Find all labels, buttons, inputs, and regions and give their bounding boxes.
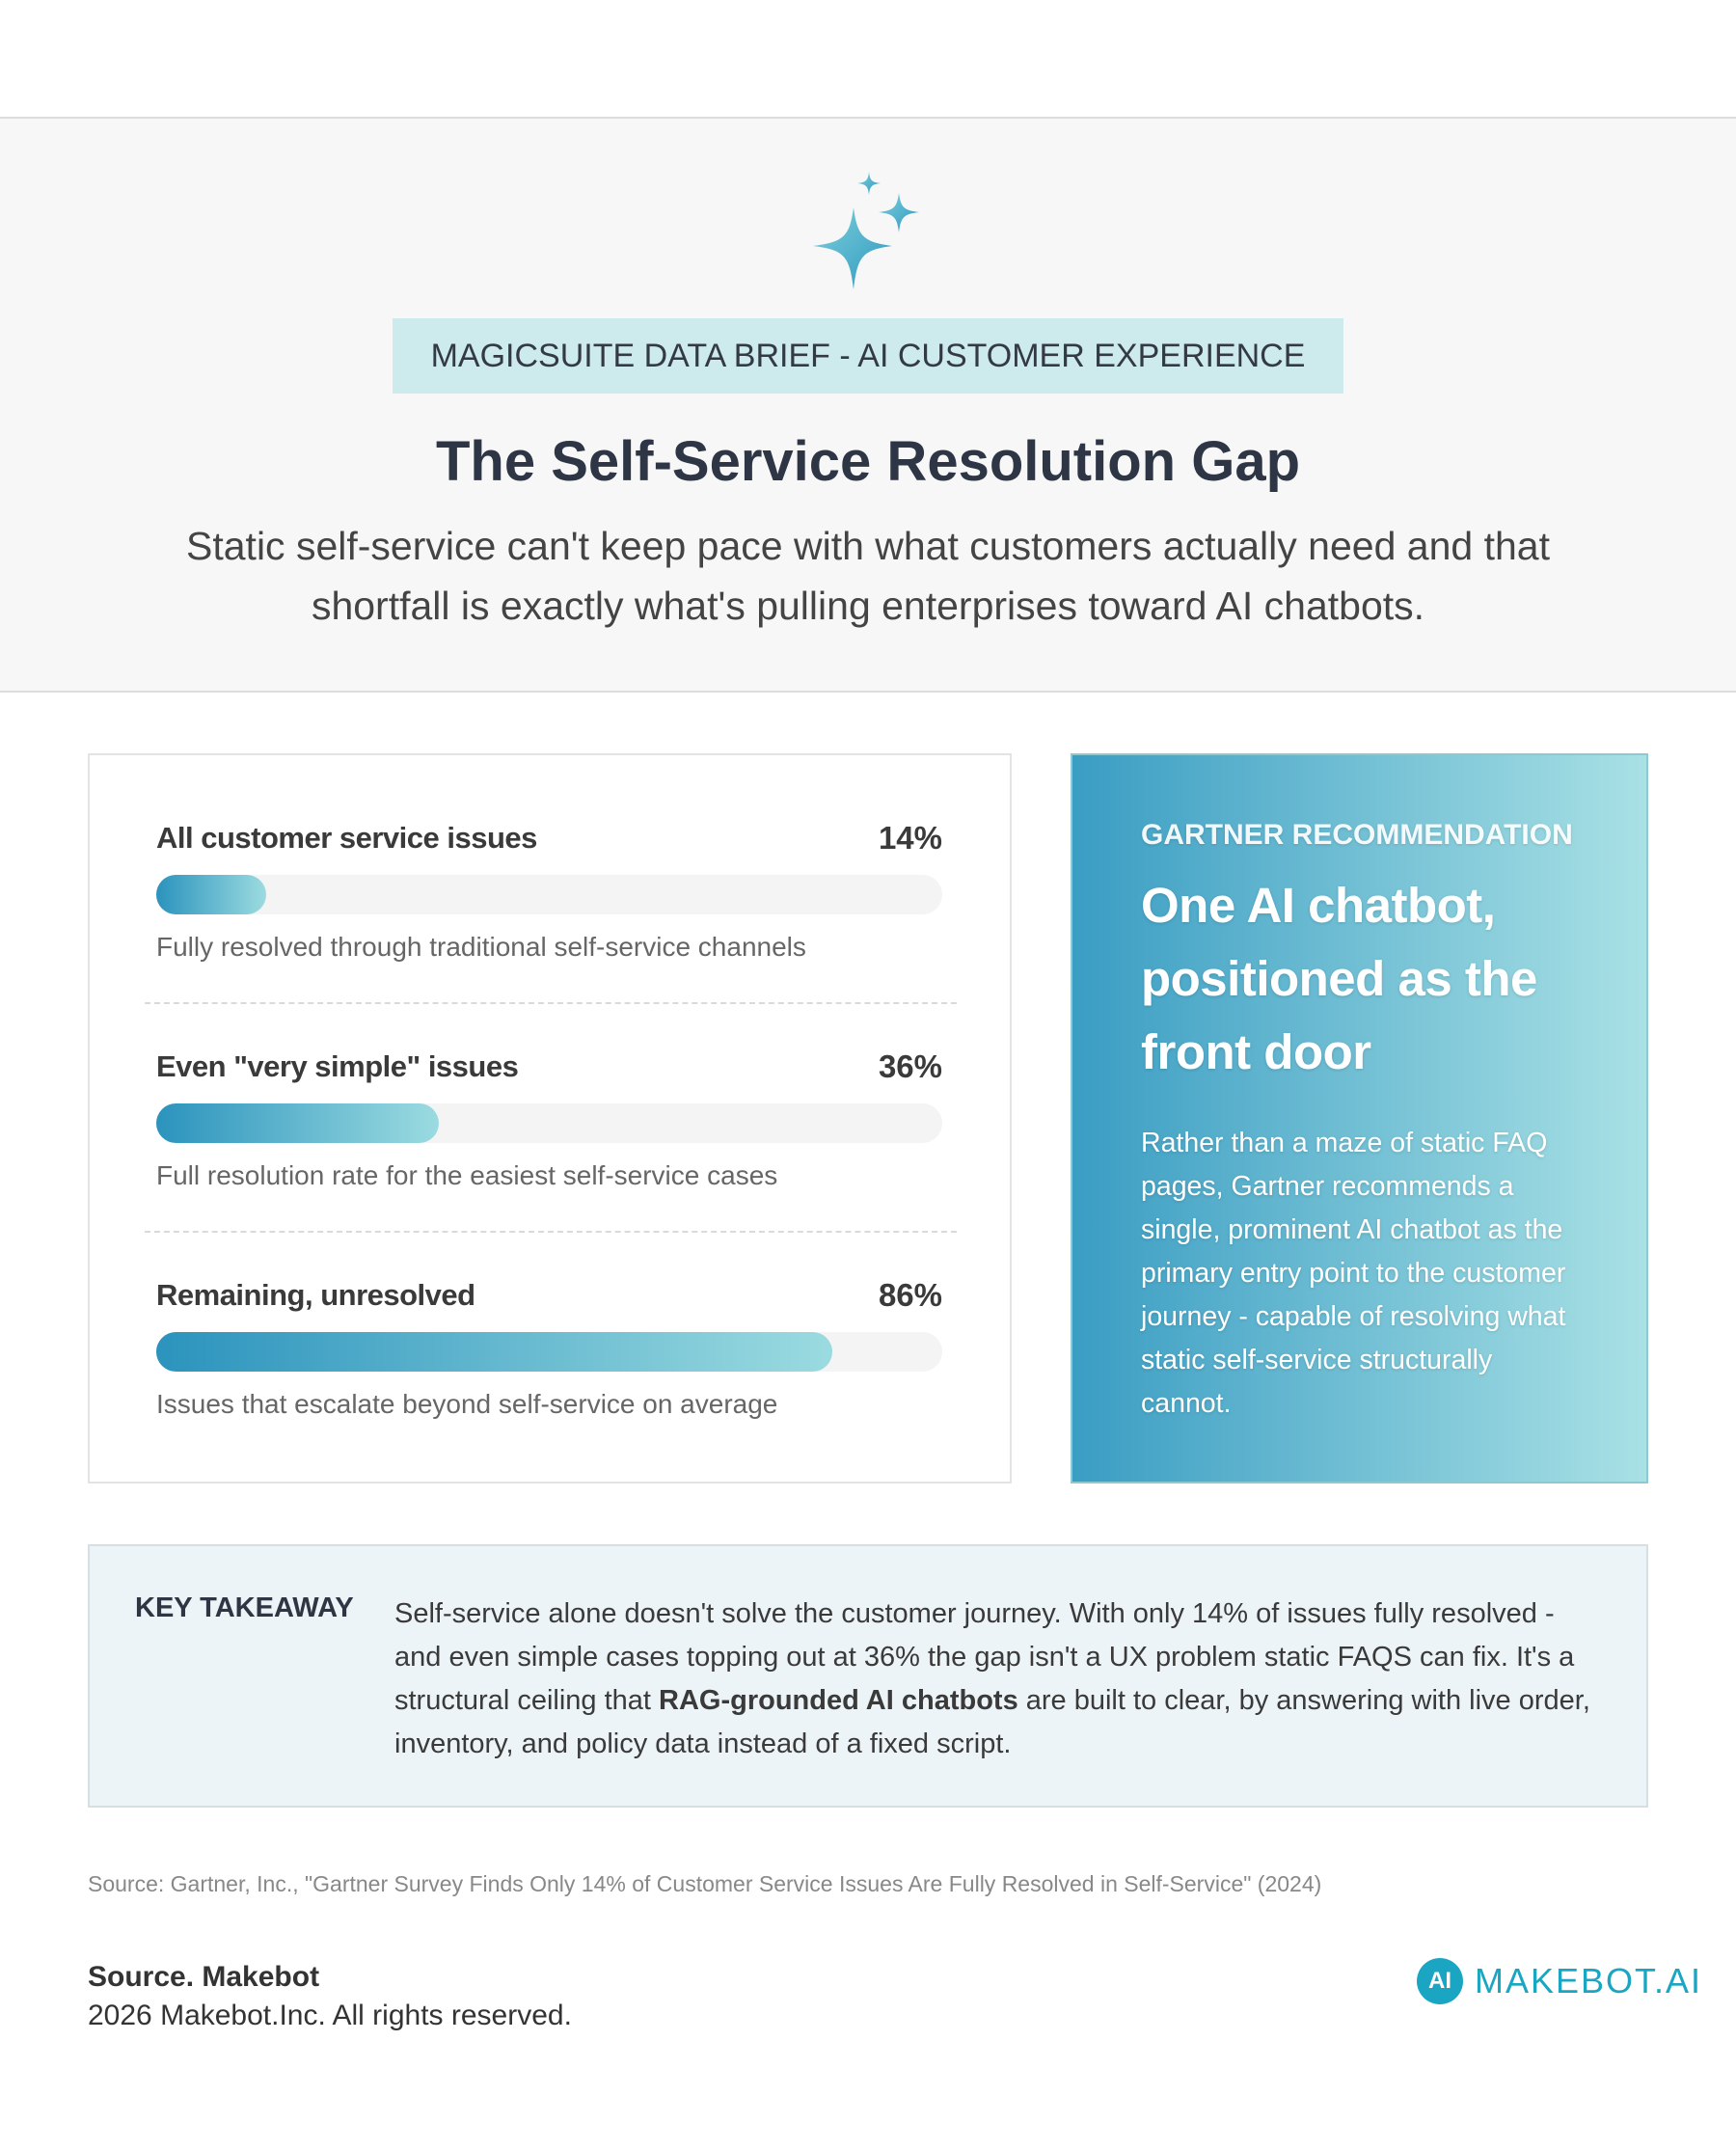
recommendation-body: Rather than a maze of static FAQ pages, …: [1141, 1128, 1566, 1419]
header-band: [0, 117, 1736, 693]
takeaway-label: KEY TAKEAWAY: [135, 1592, 354, 1623]
bar-track: [156, 1332, 942, 1372]
divider: [145, 1002, 957, 1004]
recommendation-headline: One AI chatbot, positioned as the front …: [1141, 878, 1537, 1079]
logo: AI MAKEBOT.AI: [1417, 1958, 1702, 2004]
takeaway-text-part: are built to clear, by answering with li…: [394, 1685, 1590, 1759]
title: The Self-Service Resolution Gap: [436, 430, 1300, 493]
row-value: 14%: [878, 820, 942, 856]
source-note: Source: Gartner, Inc., "Gartner Survey F…: [88, 1871, 1322, 1896]
takeaway-box: KEY TAKEAWAY Self-service alone doesn't …: [88, 1544, 1648, 1808]
row-label: All customer service issues: [156, 821, 537, 855]
bar: [156, 875, 267, 914]
row-description: Issues that escalate beyond self-service…: [156, 1389, 778, 1419]
row-value: 36%: [878, 1048, 942, 1084]
metrics-card: All customer service issues 14% Fully reso…: [88, 753, 1012, 1483]
row-label: Remaining, unresolved: [156, 1278, 475, 1312]
divider: [145, 1231, 957, 1233]
credit: Source. Makebot: [88, 1961, 320, 1993]
bar-track: [156, 1103, 942, 1143]
takeaway-emphasis: RAG-grounded AI chatbots: [659, 1685, 1018, 1716]
takeaway-text: Self-service alone doesn't solve the cus…: [394, 1592, 1600, 1766]
subtitle: Static self-service can't keep pace with…: [186, 524, 1550, 628]
sparkle-icon: [813, 172, 919, 289]
takeaway-text-part: Self-service alone doesn't solve the cus…: [394, 1598, 1575, 1716]
badge: MAGICSUITE DATA BRIEF - AI CUSTOMER EXPE…: [393, 318, 1343, 394]
row-label: Even "very simple" issues: [156, 1049, 519, 1083]
row-description: Fully resolved through traditional self-…: [156, 932, 806, 962]
recommendation-card: GARTNER RECOMMENDATION One AI chatbot, p…: [1071, 753, 1648, 1483]
copyright: 2026 Makebot.Inc. All rights reserved.: [88, 2000, 572, 2031]
bar-track: [156, 875, 942, 914]
top-margin: [0, 0, 1736, 117]
bar: [156, 1332, 832, 1372]
bar: [156, 1103, 440, 1143]
logo-mark: AI: [1417, 1958, 1463, 2004]
recommendation-kicker: GARTNER RECOMMENDATION: [1141, 819, 1573, 851]
logo-text: MAKEBOT.AI: [1475, 1961, 1703, 2000]
row-value: 86%: [878, 1277, 942, 1313]
row-description: Full resolution rate for the easiest sel…: [156, 1160, 778, 1190]
